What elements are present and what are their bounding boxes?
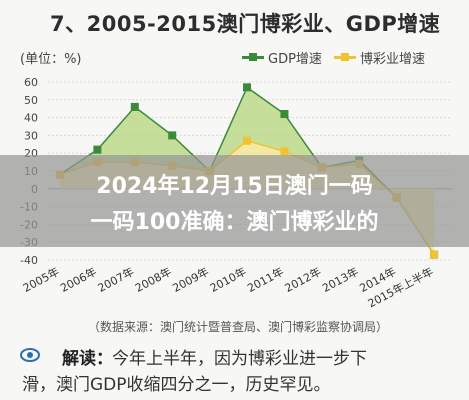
legend-item-gaming: 博彩业增速 <box>333 48 425 67</box>
data-source-note: （数据来源：澳门统计暨普查局、澳门博彩监察协调局） <box>88 320 389 334</box>
headline-overlay <box>0 155 469 247</box>
eye-icon <box>20 348 40 362</box>
x-tick-label: 2005年 <box>20 264 61 295</box>
x-tick-label: 2011年 <box>245 264 286 295</box>
x-tick-label: 2008年 <box>133 264 174 295</box>
y-tick-label: 30 <box>24 129 38 142</box>
data-point <box>243 83 252 92</box>
unit-label: (单位：%) <box>20 52 82 67</box>
y-tick-label: 60 <box>24 76 38 89</box>
x-tick-label: 2013年 <box>320 264 361 295</box>
interpretation-text-line2: 滑，澳门GDP收缩四分之一，历史罕见。 <box>22 375 331 395</box>
interpretation-text-line1: 今年上半年，因为博彩业进一步下 <box>112 349 367 369</box>
x-tick-label: 2012年 <box>282 264 323 295</box>
legend-swatch-gaming <box>333 53 356 61</box>
y-tick-label: 40 <box>24 112 38 125</box>
x-tick-label: 2009年 <box>170 264 211 295</box>
data-point <box>430 250 439 259</box>
legend-label-gaming: 博彩业增速 <box>359 52 425 67</box>
chart-title: 7、2005-2015澳门博彩业、GDP增速 <box>50 12 441 36</box>
data-point <box>93 145 102 154</box>
legend-swatch-gdp <box>242 53 264 61</box>
x-tick-label: 2007年 <box>95 264 136 295</box>
chart-legend: GDP增速 博彩业增速 <box>242 48 425 67</box>
data-point <box>168 131 177 140</box>
y-tick-label: -40 <box>20 254 38 267</box>
interpretation-label: 解读： <box>62 349 113 369</box>
x-tick-label: 2010年 <box>207 264 248 295</box>
legend-item-gdp: GDP增速 <box>242 48 322 67</box>
title-bar: 7、2005-2015澳门博彩业、GDP增速 <box>0 0 469 44</box>
overlay-headline-line2: 一码100准确：澳门博彩业的 <box>90 210 379 235</box>
overlay-headline-line1: 2024年12月15日澳门一码 <box>96 174 373 199</box>
x-tick-label: 2006年 <box>58 264 99 295</box>
y-tick-label: 50 <box>24 94 38 107</box>
data-point <box>280 147 289 156</box>
data-point <box>280 110 289 119</box>
data-point <box>130 102 139 111</box>
data-point <box>243 136 252 145</box>
legend-label-gdp: GDP增速 <box>268 52 322 67</box>
